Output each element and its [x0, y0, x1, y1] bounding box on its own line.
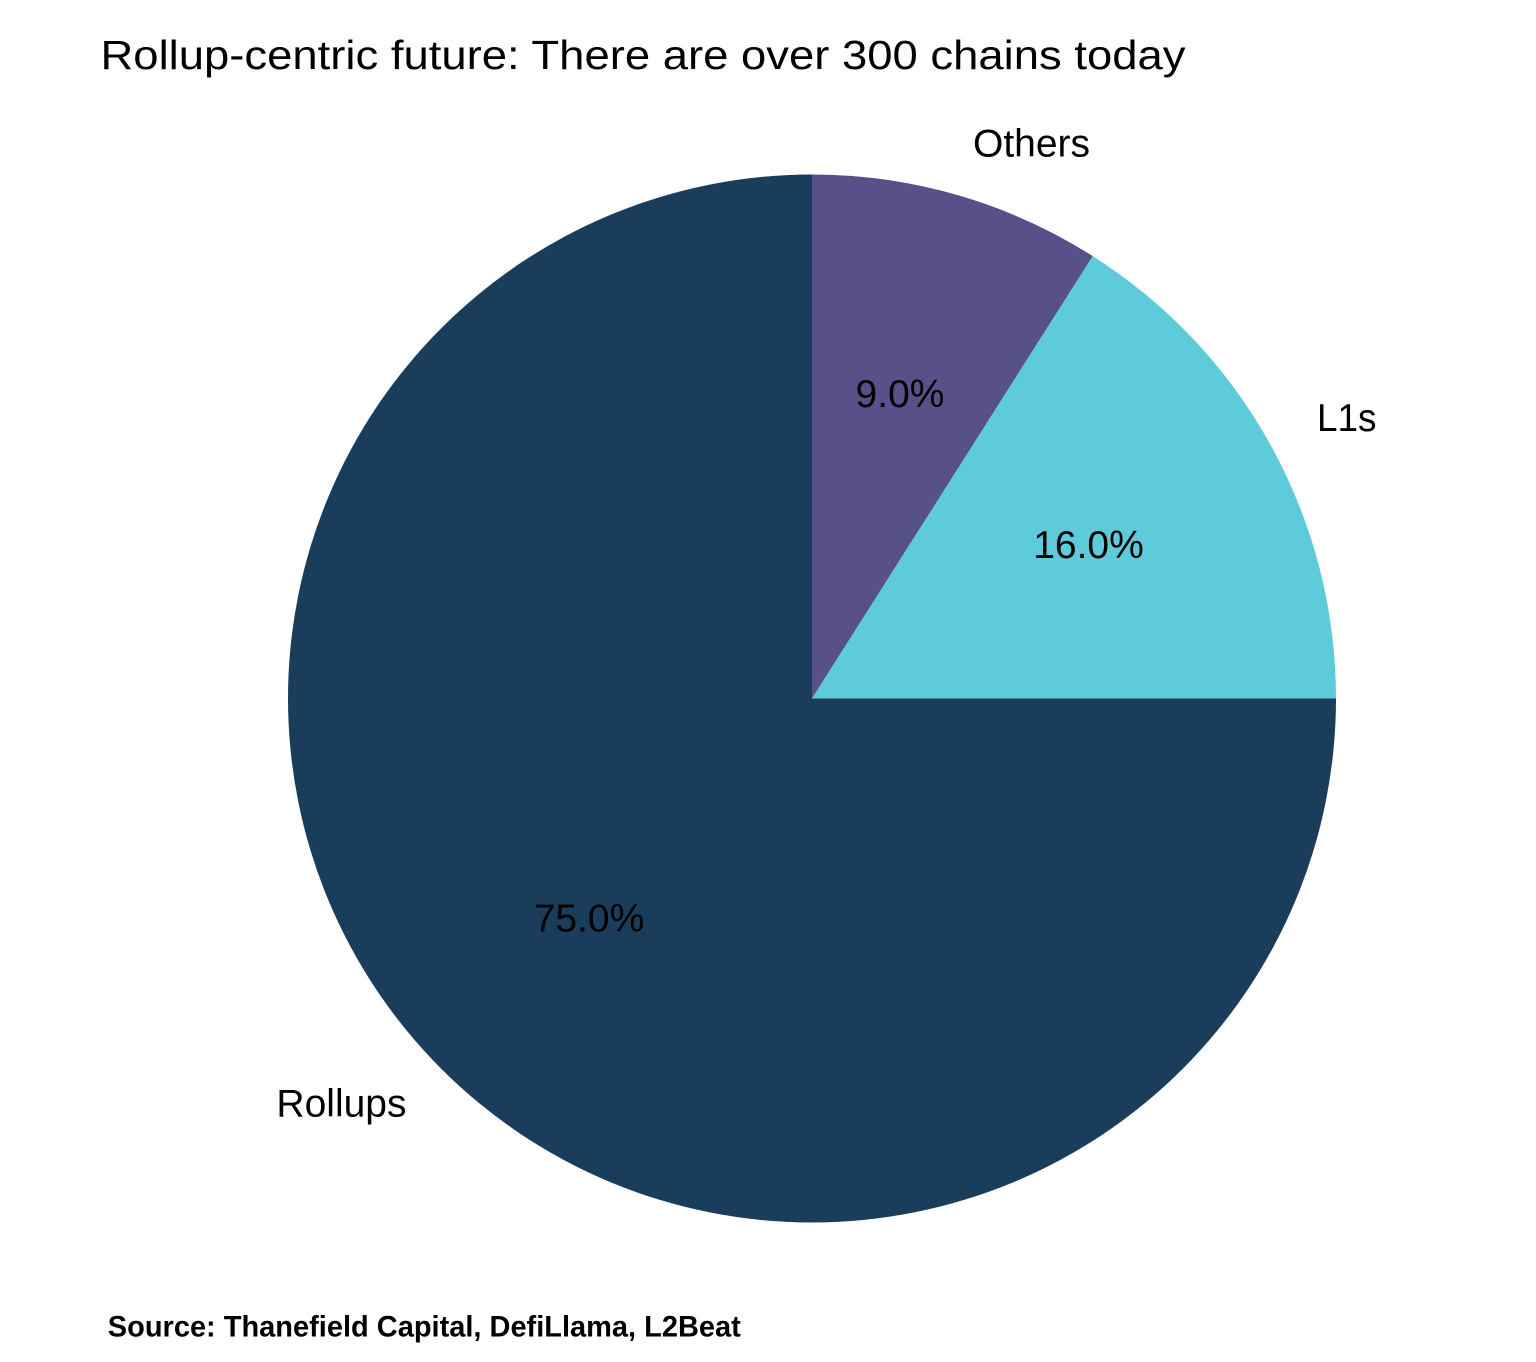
svg-text:L1s: L1s: [1317, 397, 1377, 440]
svg-text:Rollup-centric future: There a: Rollup-centric future: There are over 30…: [101, 32, 1187, 78]
svg-text:16.0%: 16.0%: [1033, 524, 1144, 567]
svg-text:75.0%: 75.0%: [534, 898, 645, 941]
svg-text:Others: Others: [973, 123, 1090, 166]
svg-text:Source: Thanefield Capital, De: Source: Thanefield Capital, DefiLlama, L…: [108, 1310, 741, 1343]
svg-text:9.0%: 9.0%: [856, 373, 945, 416]
svg-text:Rollups: Rollups: [276, 1083, 406, 1126]
